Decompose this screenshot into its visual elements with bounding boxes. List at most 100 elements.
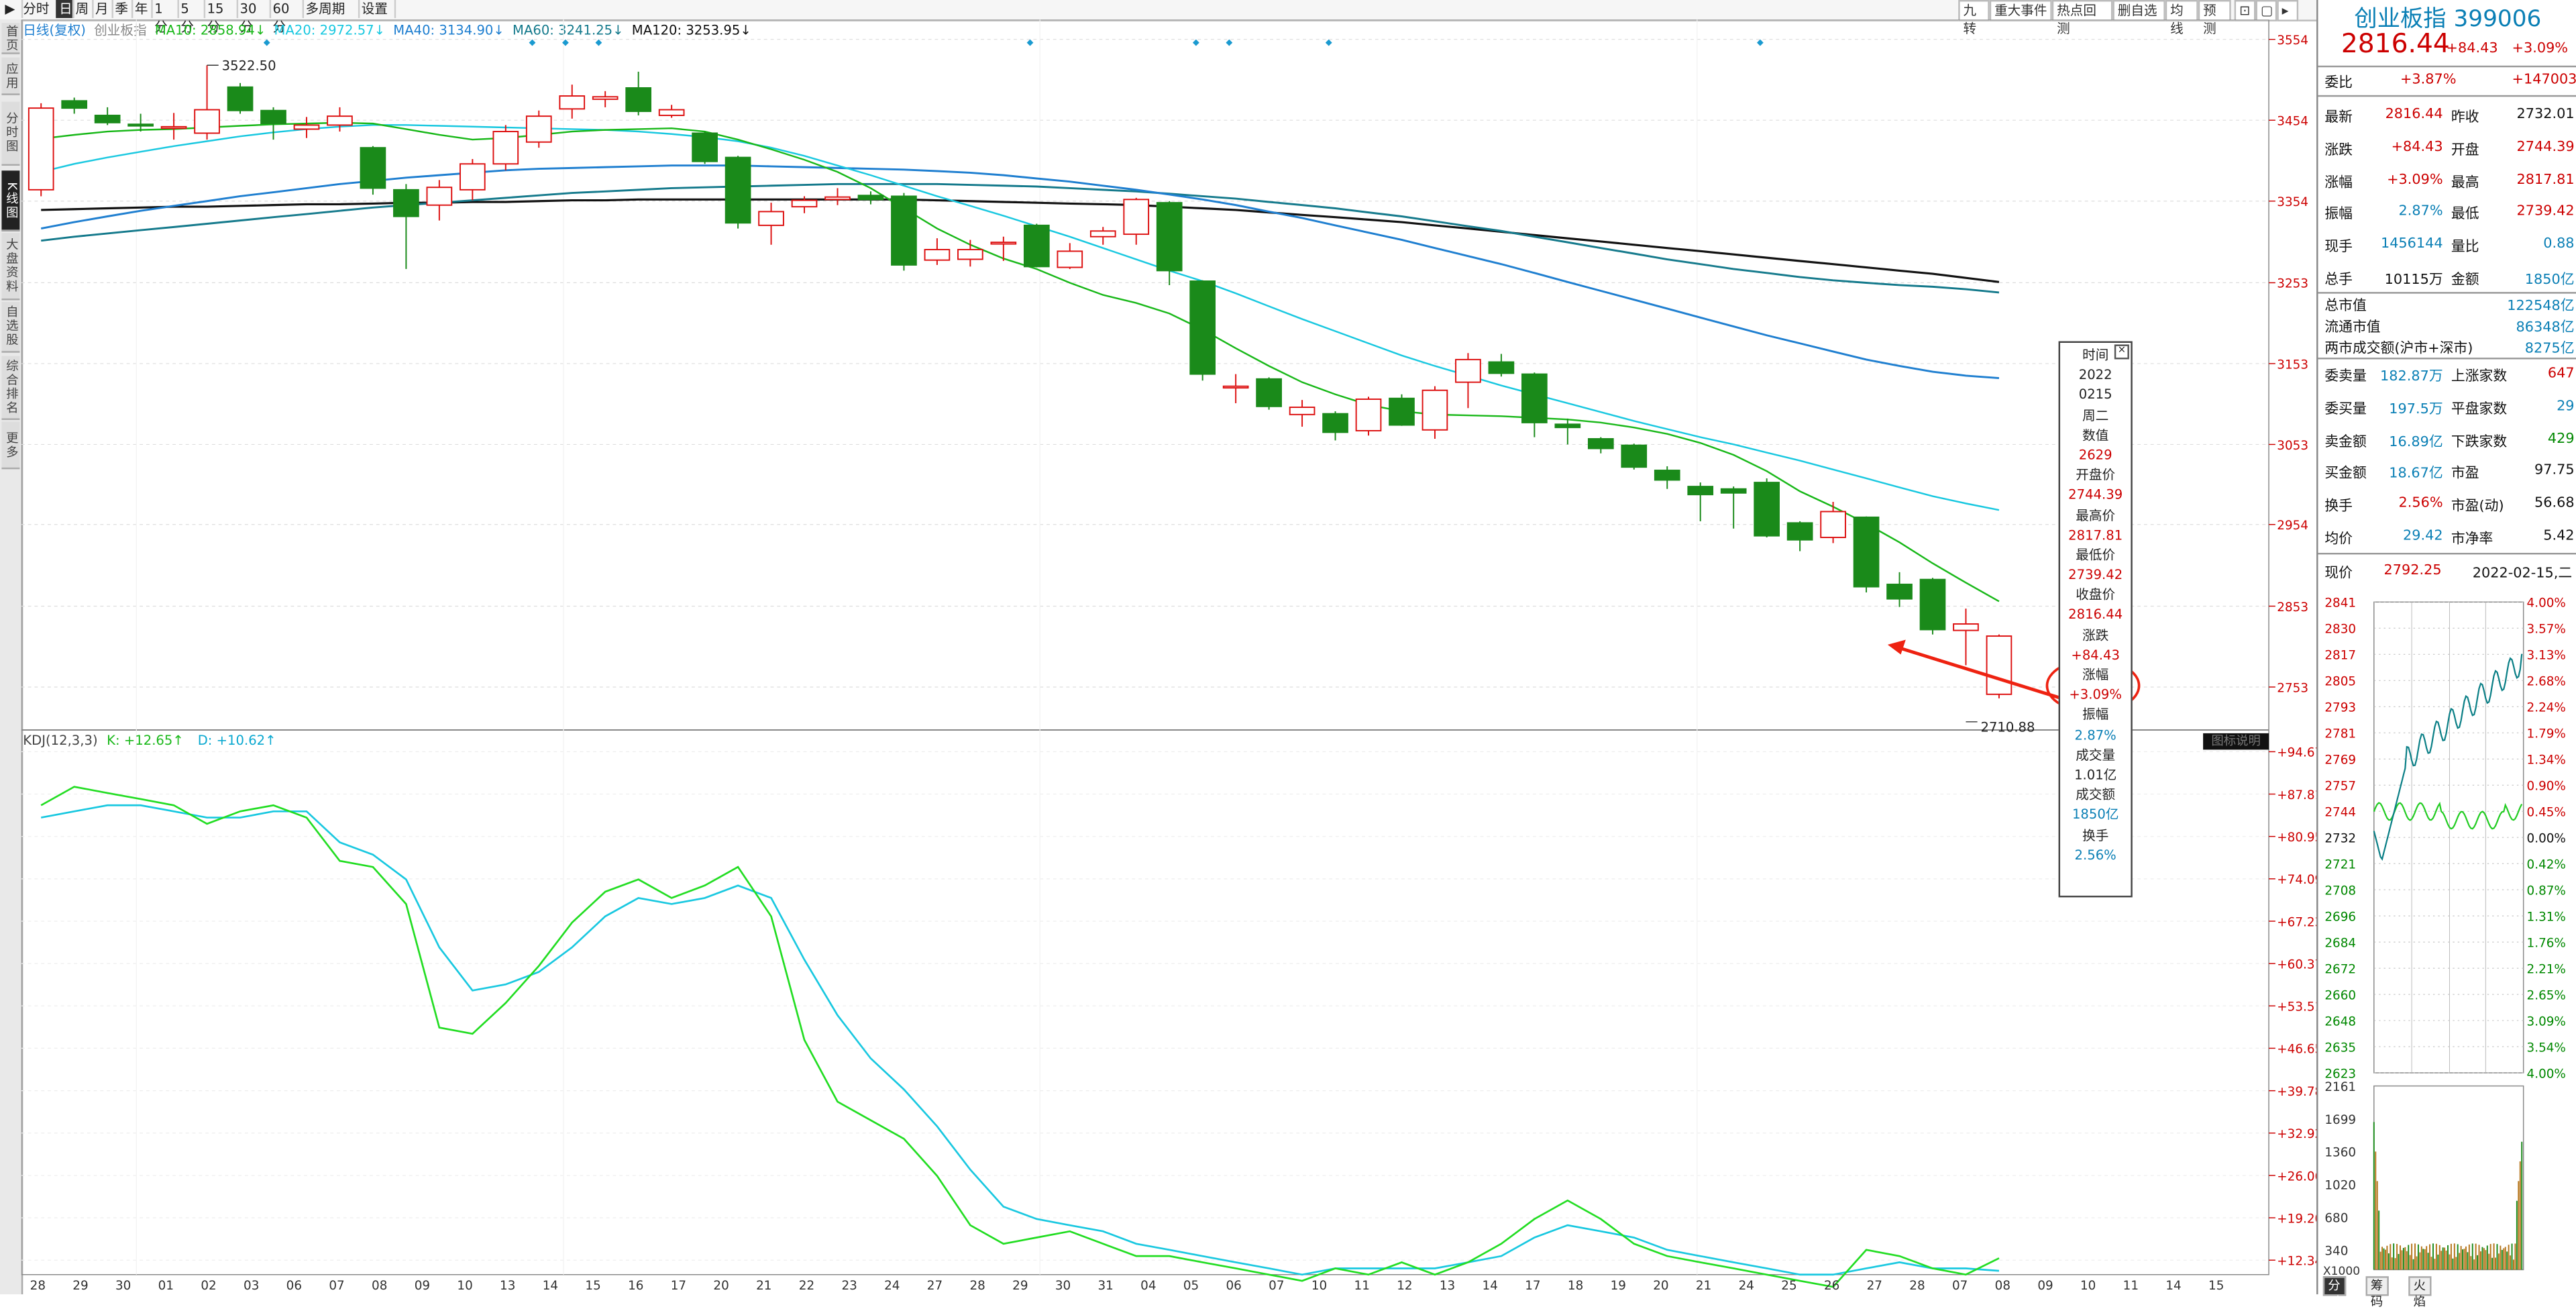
bottom-tab-0[interactable]: 分时 bbox=[2322, 1276, 2345, 1309]
tooltip-high: 2817.81 bbox=[2068, 527, 2123, 543]
side-tab-1[interactable]: 应用 bbox=[1, 57, 20, 95]
big-change: +84.43 bbox=[2446, 41, 2498, 58]
candle-body bbox=[1919, 578, 1946, 631]
low-label: 2710.88 bbox=[1981, 719, 2035, 735]
side-tab-6[interactable]: 综合排名 bbox=[1, 356, 20, 420]
kdj-axis-label: +60.37 bbox=[2277, 957, 2316, 972]
period-4-button[interactable]: 季 bbox=[112, 0, 133, 18]
bottom-tab-1[interactable]: 筹码 bbox=[2365, 1276, 2388, 1309]
volume-unit-label: X1000 bbox=[2323, 1265, 2360, 1278]
kdj-axis-label: +39.78 bbox=[2277, 1085, 2316, 1099]
market-stat-label: 下跌家数 bbox=[2451, 433, 2508, 451]
tool-3-button[interactable]: 删自选 bbox=[2112, 0, 2165, 21]
period-2-button[interactable]: 周 bbox=[72, 0, 94, 18]
candle-body bbox=[1156, 202, 1183, 272]
intraday-price-line bbox=[2373, 653, 2523, 861]
period-10-button[interactable]: 60分 bbox=[270, 0, 305, 34]
lock-icon[interactable]: ⊡ bbox=[2234, 0, 2256, 21]
candle bbox=[426, 180, 453, 221]
tooltip-value: 2629 bbox=[2078, 448, 2112, 463]
candle-body bbox=[1986, 635, 2012, 695]
date-label: 01 bbox=[158, 1279, 174, 1293]
icon-legend-badge[interactable]: 图标说明 bbox=[2203, 733, 2269, 750]
date-label: 24 bbox=[1739, 1279, 1754, 1293]
period-8-button[interactable]: 15分 bbox=[204, 0, 239, 34]
quote-stat-value: 10115万 bbox=[2384, 272, 2443, 289]
side-tab-5[interactable]: 自选股 bbox=[1, 301, 20, 353]
intraday-price-label: 2635 bbox=[2324, 1041, 2356, 1055]
tool-1-button[interactable]: 重大事件 bbox=[1989, 0, 2052, 21]
candle-body bbox=[94, 114, 121, 123]
candle bbox=[327, 107, 353, 132]
close-icon[interactable]: × bbox=[2114, 344, 2129, 360]
side-tab-4[interactable]: 大盘资料 bbox=[1, 233, 20, 301]
candle-body bbox=[1355, 398, 1382, 431]
period-1-button[interactable]: 日 bbox=[56, 0, 74, 18]
candle bbox=[1455, 353, 1481, 409]
candle-body bbox=[724, 156, 751, 224]
kdj-axis-label: +80.95 bbox=[2277, 831, 2316, 845]
tooltip-mmdd: 0215 bbox=[2078, 387, 2112, 403]
side-tab-7[interactable]: 更多 bbox=[1, 421, 20, 470]
tool-2-button[interactable]: 热点回测 bbox=[2051, 0, 2113, 36]
candle-body bbox=[1023, 224, 1050, 268]
period-9-button[interactable]: 30分 bbox=[237, 0, 272, 34]
candle-body bbox=[1389, 397, 1415, 426]
date-label: 30 bbox=[115, 1279, 131, 1293]
date-label: 13 bbox=[500, 1279, 515, 1293]
intraday-price-label: 2817 bbox=[2324, 649, 2356, 663]
candle-body bbox=[1953, 623, 1979, 631]
kdj-axis-label: +46.65 bbox=[2277, 1043, 2316, 1057]
panel-toggle-icon[interactable]: ▶ bbox=[1, 0, 23, 18]
quote-stat-value: 1850亿 bbox=[2524, 272, 2575, 289]
period-7-button[interactable]: 5分 bbox=[177, 0, 206, 34]
divider bbox=[2318, 292, 2576, 294]
intraday-pct-label: 1.79% bbox=[2527, 727, 2566, 741]
expand-icon[interactable]: ▸ bbox=[2277, 0, 2299, 21]
ma-legend: 日线(复权) 创业板指 MA10: 2858.94↓ MA20: 2972.57↓ MA… bbox=[23, 21, 759, 40]
kdj-d-value: D: +10.62↑ bbox=[197, 733, 276, 748]
candle bbox=[758, 203, 784, 245]
intraday-chart[interactable]: 2841 4.00% 2830 3.57% 2817 3.13% 2805 2.68% 2793… bbox=[2318, 594, 2576, 1283]
ma20-line bbox=[40, 124, 2000, 511]
candle bbox=[724, 156, 751, 229]
candle-body bbox=[957, 249, 983, 260]
period-6-button[interactable]: 1分 bbox=[151, 0, 179, 34]
candle-body bbox=[1421, 389, 1448, 431]
tool-4-button[interactable]: 均线 bbox=[2165, 0, 2198, 36]
period-0-button[interactable]: 分时 bbox=[19, 0, 58, 18]
side-tab-0[interactable]: 首页 bbox=[1, 23, 20, 54]
intraday-pct-label: 3.09% bbox=[2527, 1014, 2566, 1029]
candle bbox=[1189, 280, 1216, 381]
candle bbox=[293, 117, 320, 138]
candle bbox=[1521, 372, 1548, 437]
market-stat-row: 均价 29.42 市净率 5.42 bbox=[2318, 520, 2576, 552]
date-label: 14 bbox=[543, 1279, 558, 1293]
candle bbox=[525, 110, 552, 148]
quote-stat-row: 现手 1456144 量比 0.88 bbox=[2318, 228, 2576, 260]
period-3-button[interactable]: 月 bbox=[92, 0, 113, 18]
window-restore-icon[interactable]: ▢ bbox=[2255, 0, 2277, 21]
candle-body bbox=[1621, 444, 1648, 468]
kline-chart[interactable]: 3554 3454 3354 3253 3153 3053 2954 2853 2753 +94.… bbox=[21, 19, 2316, 1294]
tool-0-button[interactable]: 九转 bbox=[1958, 0, 1990, 36]
date-label: 28 bbox=[969, 1279, 985, 1293]
date-label: 27 bbox=[927, 1279, 943, 1293]
period-12-button[interactable]: 设置 bbox=[358, 0, 396, 18]
side-tab-2[interactable]: 分时图 bbox=[1, 101, 20, 166]
date-label: 07 bbox=[1952, 1279, 1968, 1293]
tool-5-button[interactable]: 预测 bbox=[2198, 0, 2231, 36]
candle bbox=[924, 238, 951, 265]
candle-body bbox=[1189, 280, 1216, 375]
side-tab-3[interactable]: K线图 bbox=[1, 170, 20, 231]
bottom-tab-2[interactable]: 火焰 bbox=[2408, 1276, 2431, 1309]
period-11-button[interactable]: 多周期 bbox=[303, 0, 360, 18]
date-label: 02 bbox=[201, 1279, 216, 1293]
mcap-value: 8275亿 bbox=[2524, 341, 2575, 358]
candle-body bbox=[1222, 385, 1249, 389]
date-label: 10 bbox=[457, 1279, 472, 1293]
period-5-button[interactable]: 年 bbox=[131, 0, 153, 18]
intraday-pct-label: 1.34% bbox=[2527, 753, 2566, 768]
event-diamond-icon bbox=[562, 39, 569, 46]
quote-stat-label: 最高 bbox=[2451, 174, 2479, 192]
